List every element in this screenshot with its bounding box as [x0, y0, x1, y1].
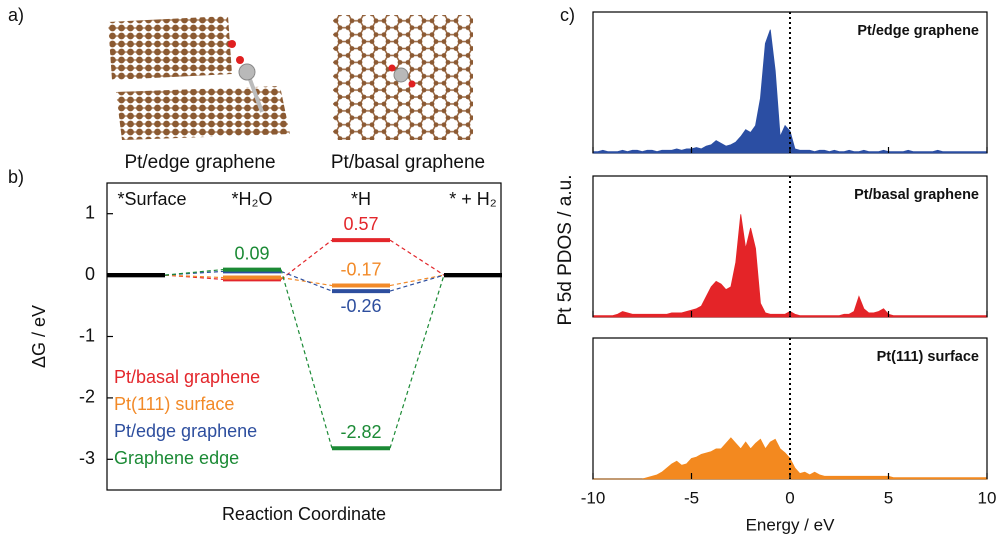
y-tick-label: 1: [85, 202, 95, 222]
panel-title: Pt/edge graphene: [857, 23, 979, 39]
connector: [280, 276, 333, 287]
x-axis-label: Energy / eV: [746, 515, 835, 534]
structure-label: Pt/edge graphene: [124, 152, 275, 173]
connector: [280, 270, 333, 292]
legend-entry: Pt/basal graphene: [114, 367, 260, 387]
panel-label: a): [8, 5, 24, 25]
connector: [389, 239, 445, 276]
structure-label: Pt/basal graphene: [331, 152, 485, 173]
x-tick-label: 10: [978, 488, 997, 507]
plot-frame: [106, 182, 502, 491]
y-axis-label: ΔG / eV: [29, 305, 49, 368]
pdos-area: [592, 29, 988, 154]
legend-entry: Pt(111) surface: [114, 394, 234, 414]
value-label: -0.26: [340, 296, 381, 316]
x-tick-label: 0: [785, 488, 794, 507]
basal-structure: [333, 15, 473, 140]
panel-title: Pt(111) surface: [877, 349, 979, 365]
category-label: *H: [351, 189, 371, 209]
x-tick-label: -5: [684, 488, 699, 507]
connector: [389, 274, 445, 287]
connector: [164, 274, 224, 279]
value-label: 0.57: [343, 214, 378, 234]
connector: [164, 268, 224, 276]
panel-label: b): [8, 167, 24, 187]
value-label: -2.82: [340, 422, 381, 442]
legend-entry: Graphene edge: [114, 448, 239, 468]
connector: [280, 269, 333, 449]
y-tick-label: -1: [79, 325, 95, 345]
legend-entry: Pt/edge graphene: [114, 421, 257, 441]
panel-title: Pt/basal graphene: [854, 187, 979, 203]
connector: [280, 239, 333, 280]
connector: [389, 274, 445, 449]
x-axis-label: Reaction Coordinate: [222, 504, 386, 524]
x-tick-label: -10: [581, 488, 606, 507]
pdos-area: [592, 214, 988, 318]
y-tick-label: 0: [85, 264, 95, 284]
panel-label: c): [560, 5, 575, 25]
edge-structure: [108, 16, 290, 140]
value-label: 0.09: [234, 243, 269, 263]
connector: [389, 274, 445, 292]
x-tick-label: 5: [884, 488, 893, 507]
value-label: -0.17: [340, 259, 381, 279]
y-axis-label: Pt 5d PDOS / a.u.: [555, 174, 576, 325]
y-tick-label: -2: [79, 387, 95, 407]
category-label: *H₂O: [232, 189, 273, 209]
category-label: *Surface: [117, 189, 186, 209]
category-label: * + H₂: [449, 189, 497, 209]
y-tick-label: -3: [79, 448, 95, 468]
